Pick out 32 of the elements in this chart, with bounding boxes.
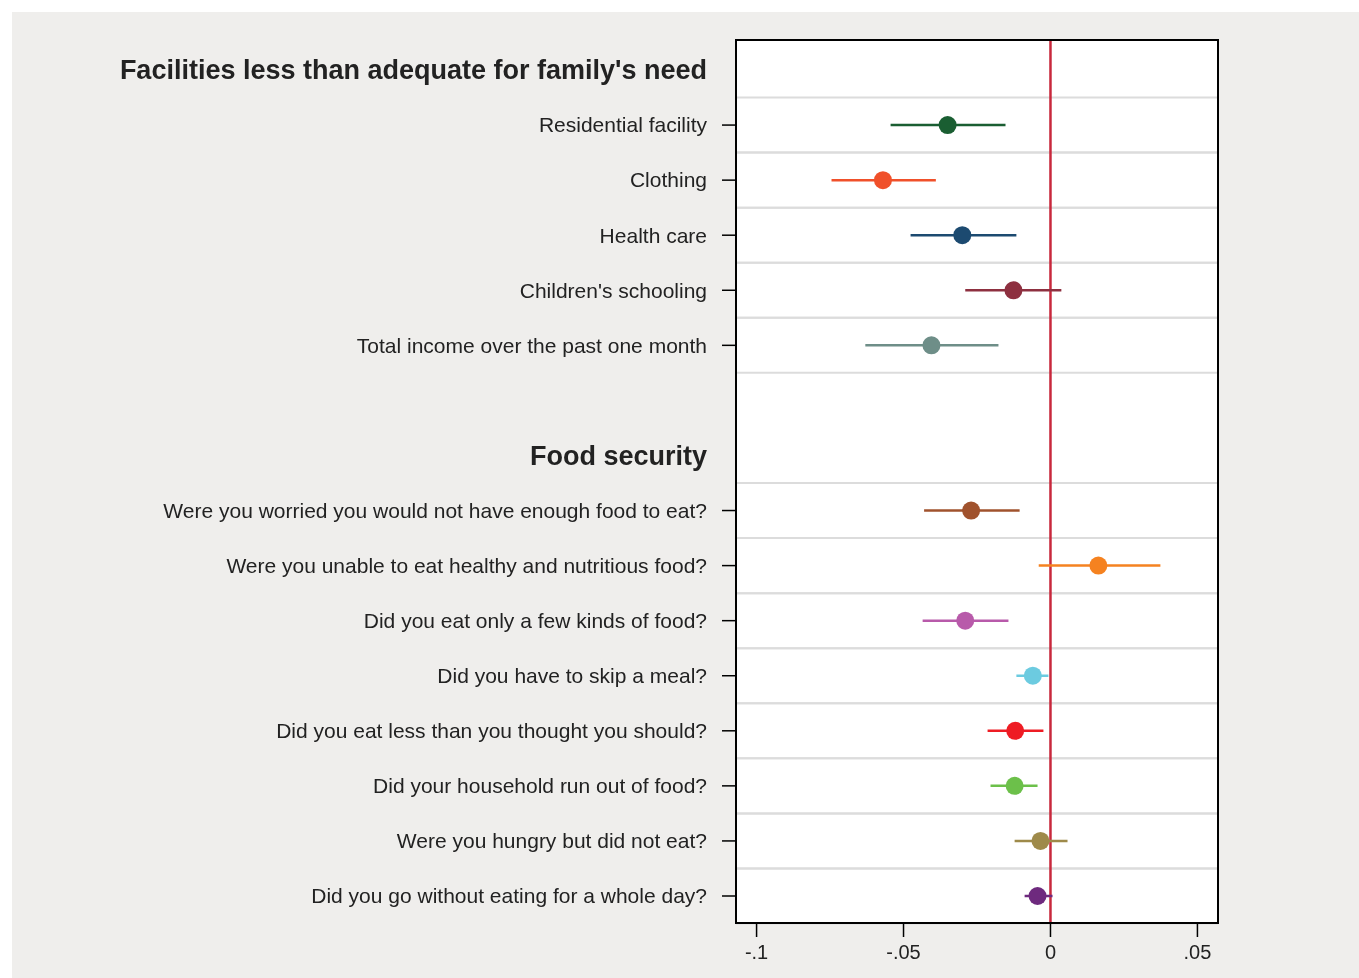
y-tick-label: Residential facility	[538, 113, 708, 137]
point	[962, 501, 981, 520]
x-tick-label: .05	[1183, 941, 1212, 963]
point	[922, 336, 941, 355]
point	[956, 611, 975, 630]
point	[1028, 887, 1047, 905]
y-tick-label: Health care	[599, 223, 707, 247]
point	[1089, 556, 1108, 575]
point	[1005, 776, 1024, 795]
y-tick-label: Did you eat only a few kinds of food?	[363, 609, 707, 633]
point	[873, 171, 892, 190]
point	[953, 226, 972, 245]
y-tick-label: Facilities less than adequate for family's need	[119, 55, 707, 86]
y-tick-label: Total income over the past one month	[356, 333, 707, 357]
point	[1023, 666, 1042, 685]
y-tick-label: Did you go without eating for a whole day?	[311, 884, 707, 908]
y-tick-label: Were you unable to eat healthy and nutritious food?	[226, 553, 707, 577]
y-tick-label: Were you worried you would not have enough food to eat?	[163, 498, 707, 522]
y-tick-label: Did you have to skip a meal?	[437, 664, 707, 688]
point	[1006, 721, 1025, 740]
x-tick-label: -.1	[744, 941, 769, 963]
y-tick-label: Children's schooling	[519, 278, 707, 302]
x-tick-label: -.05	[886, 941, 921, 963]
x-tick-label: 0	[1044, 941, 1057, 963]
point	[1031, 831, 1050, 850]
y-tick-label: Food security	[529, 440, 707, 471]
y-tick-label: Did your household run out of food?	[373, 774, 707, 798]
point	[1004, 281, 1023, 300]
y-tick-label: Did you eat less than you thought you should?	[276, 719, 707, 743]
point	[938, 116, 957, 135]
y-tick-label: Clothing	[629, 168, 707, 192]
y-tick-label: Were you hungry but did not eat?	[396, 829, 707, 853]
